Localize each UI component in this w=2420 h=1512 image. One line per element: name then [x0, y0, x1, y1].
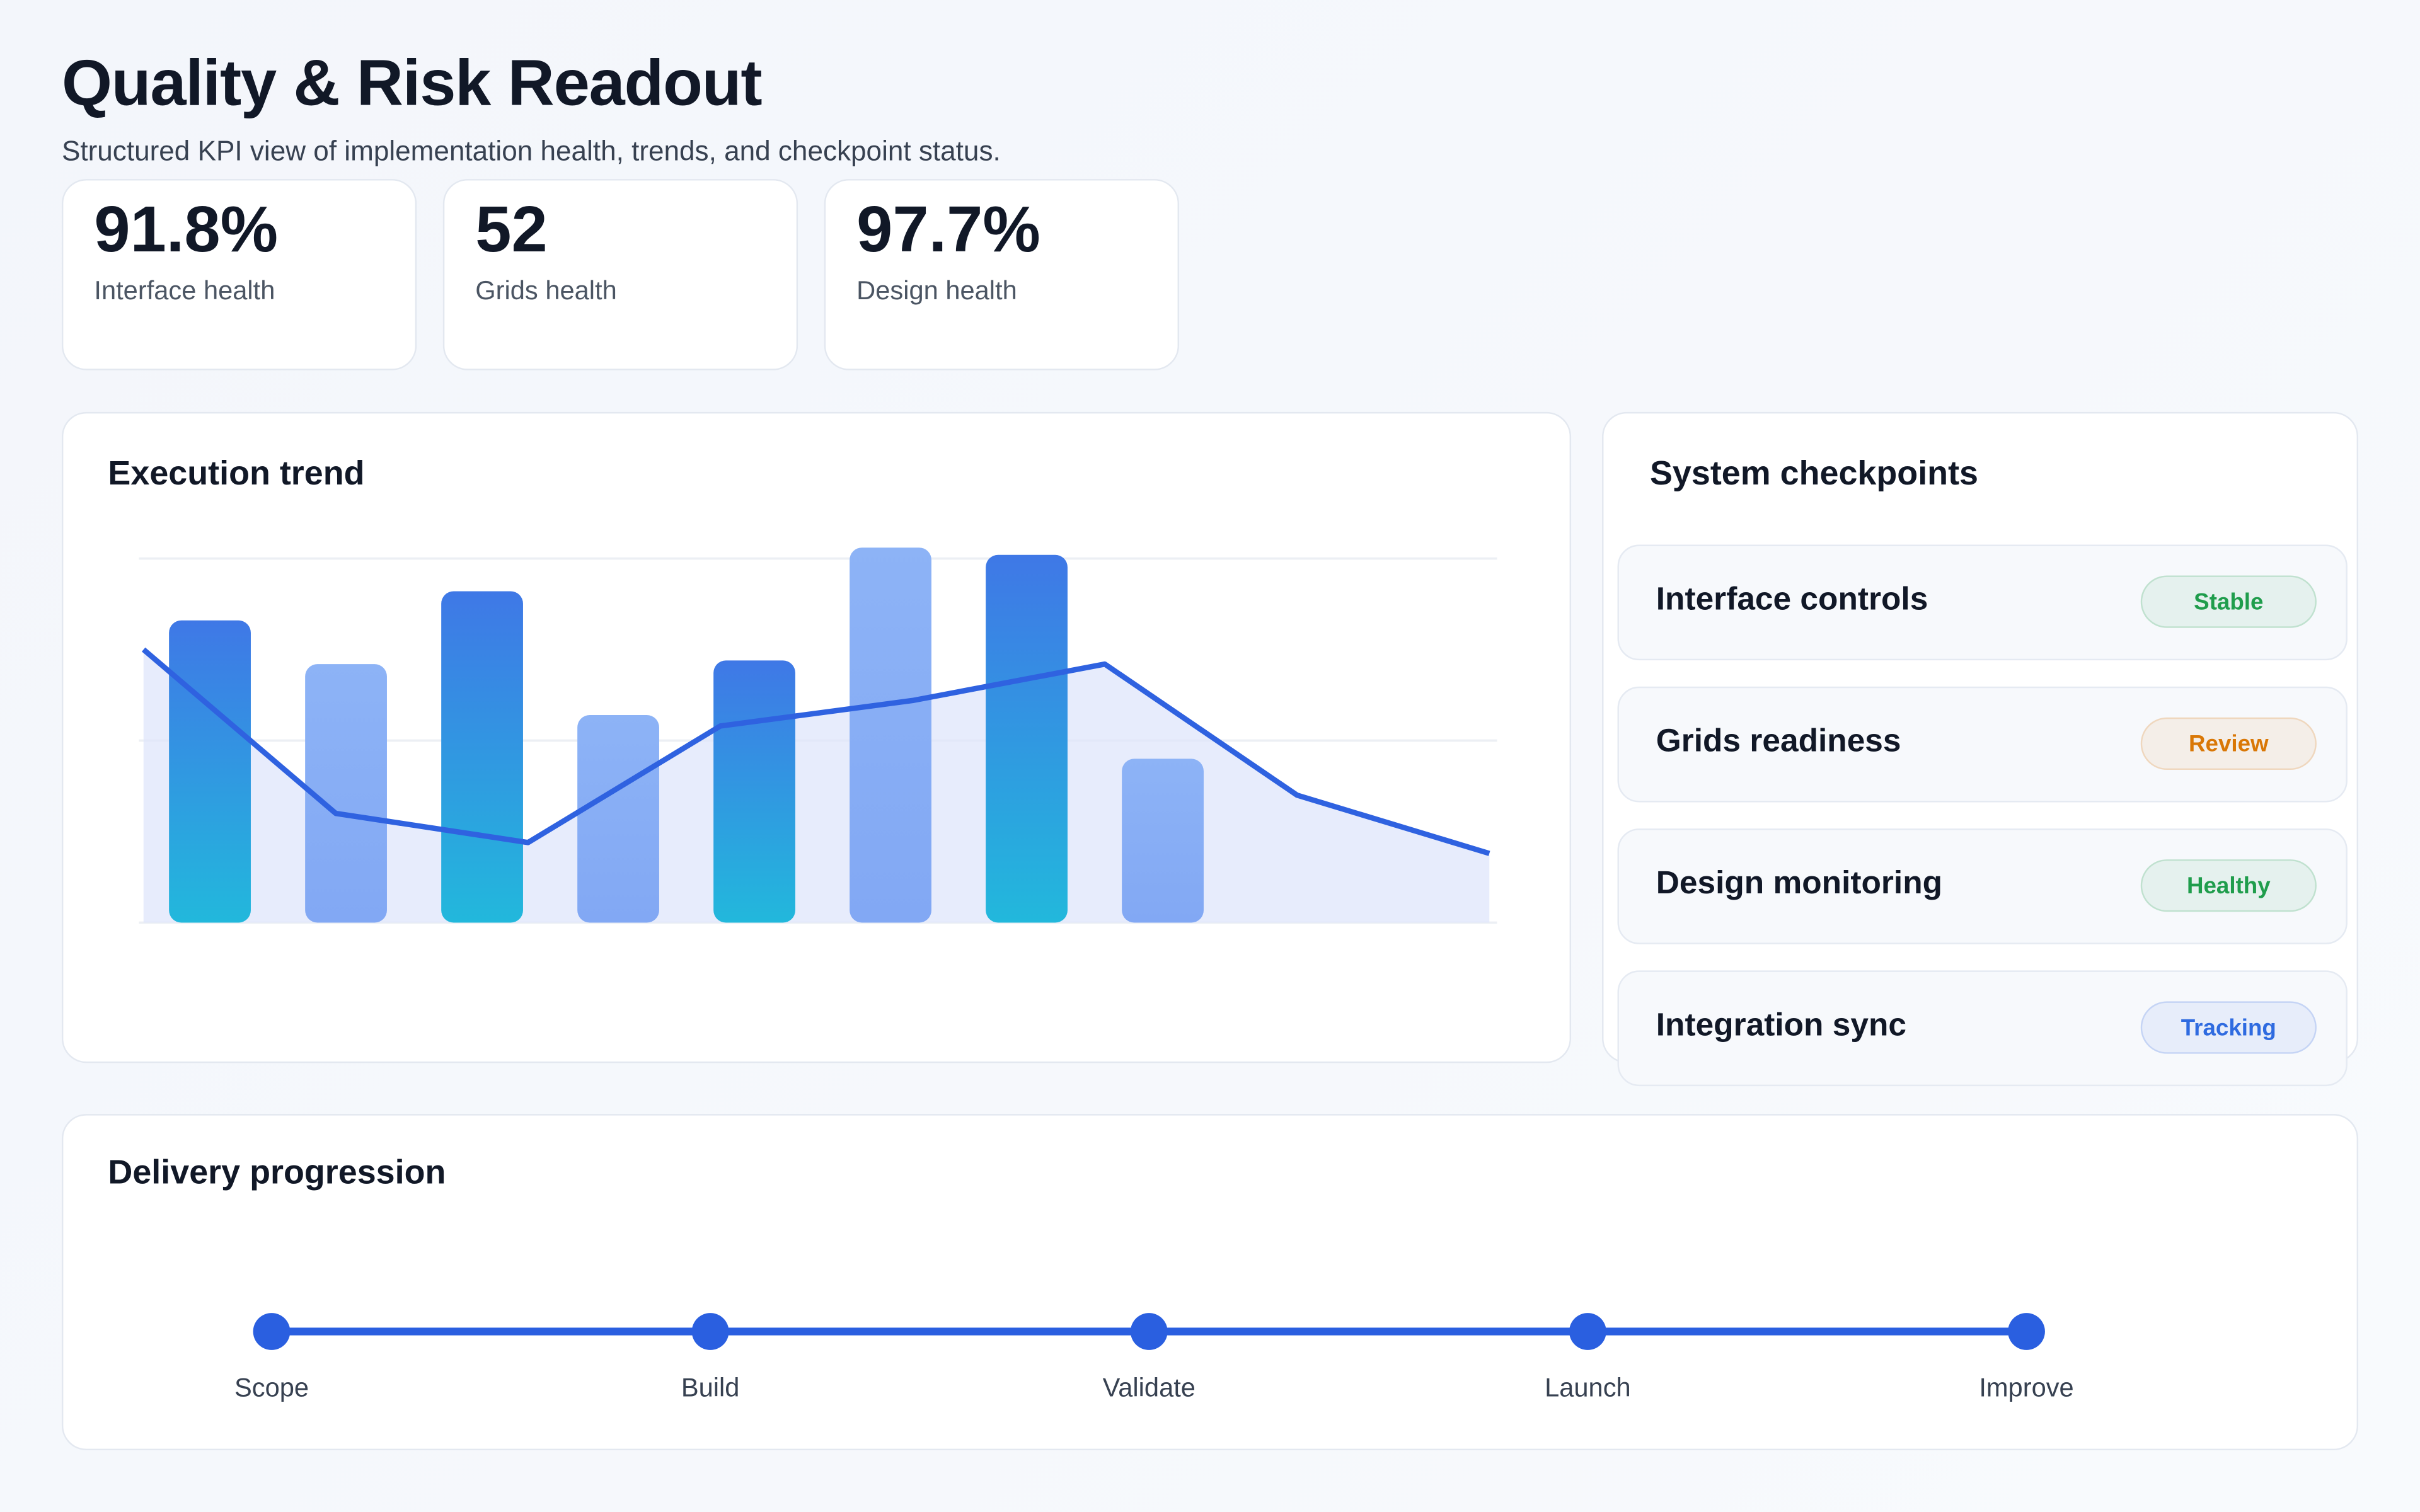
bar: [1122, 759, 1204, 923]
kpi-label: Interface health: [94, 276, 275, 306]
card-title: Execution trend: [108, 454, 365, 493]
checkpoint-row: Integration sync Tracking: [1617, 970, 2348, 1087]
checkpoint-label: Design monitoring: [1656, 865, 1943, 902]
bar: [441, 591, 523, 923]
kpi-value: 52: [475, 193, 548, 266]
bar: [850, 547, 931, 923]
status-badge: Stable: [2140, 575, 2317, 628]
status-badge: Healthy: [2140, 859, 2317, 912]
card-title: System checkpoints: [1649, 454, 1978, 493]
checkpoint-row: Design monitoring Healthy: [1617, 828, 2348, 944]
kpi-card: 52 Grids health: [442, 179, 798, 370]
checkpoint-row: Interface controls Stable: [1617, 544, 2348, 661]
card-title: Delivery progression: [108, 1152, 446, 1191]
checkpoint-row: Grids readiness Review: [1617, 686, 2348, 803]
checkpoint-label: Interface controls: [1656, 581, 1928, 617]
trend-chart: [139, 547, 1497, 924]
bar: [305, 664, 387, 923]
bar: [986, 554, 1068, 923]
kpi-label: Design health: [856, 276, 1017, 306]
kpi-card: 97.7% Design health: [824, 179, 1180, 370]
bar: [713, 660, 795, 923]
bar: [577, 715, 659, 923]
status-badge: Review: [2140, 717, 2317, 770]
page-subtitle: Structured KPI view of implementation he…: [61, 135, 1001, 167]
kpi-value: 91.8%: [94, 193, 279, 266]
kpi-card: 91.8% Interface health: [61, 179, 417, 370]
kpi-label: Grids health: [475, 276, 617, 306]
page-title: Quality & Risk Readout: [61, 46, 763, 119]
status-badge: Tracking: [2140, 1001, 2317, 1054]
bar: [169, 620, 251, 923]
checkpoint-label: Grids readiness: [1656, 723, 1901, 759]
checkpoint-label: Integration sync: [1656, 1007, 1906, 1043]
line: [141, 647, 1490, 856]
delivery-card: Delivery progression: [61, 1114, 2359, 1451]
kpi-value: 97.7%: [856, 193, 1040, 266]
